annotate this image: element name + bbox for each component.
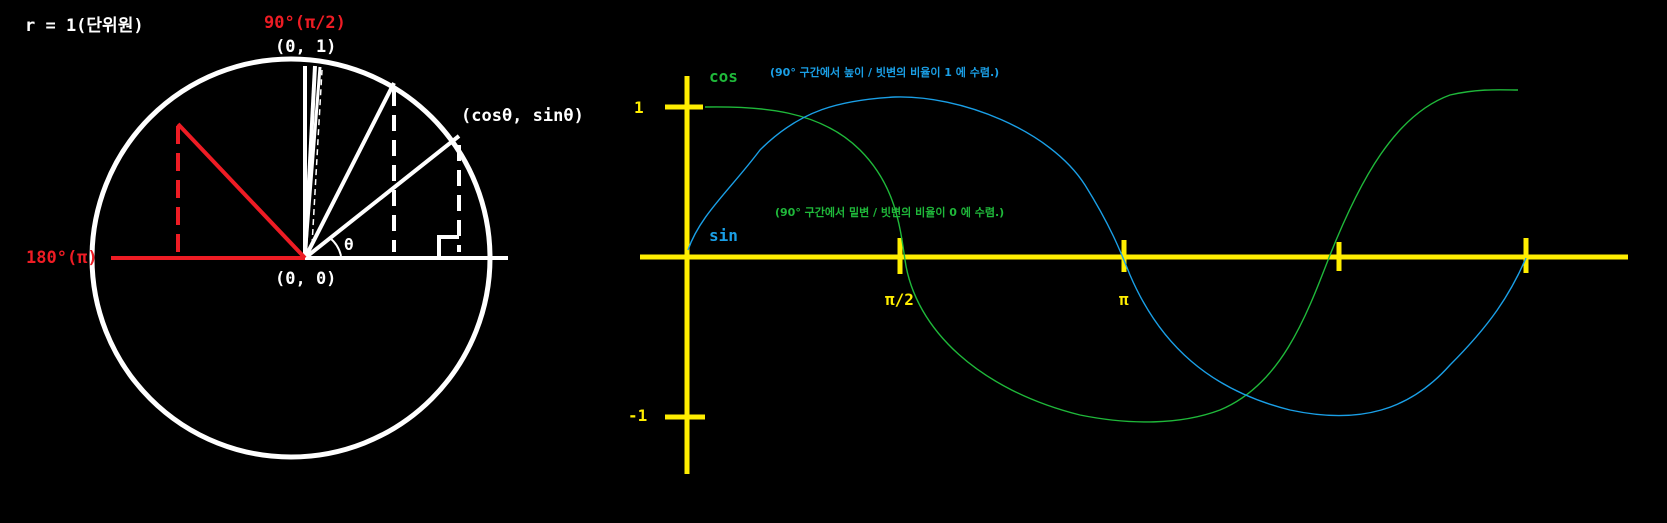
x-label-half-pi: π/2 xyxy=(885,290,914,309)
cos-label: cos xyxy=(709,67,738,86)
y-bottom-label: -1 xyxy=(628,406,647,425)
origin-label: (0, 0) xyxy=(275,269,336,289)
sin-label: sin xyxy=(709,226,738,245)
theta-label: θ xyxy=(344,235,354,254)
right-angle-marker xyxy=(437,235,459,256)
sine-cosine-graph: cos sin (90° 구간에서 높이 / 빗변의 비율이 1 에 수렴.) … xyxy=(628,65,1628,474)
point-label: (cosθ, sinθ) xyxy=(461,106,584,126)
radius-90-c xyxy=(303,66,322,259)
radius-label: r = 1(단위원) xyxy=(25,16,144,36)
radius-theta xyxy=(303,134,461,260)
theta-arc xyxy=(329,237,342,257)
angle-180-label: 180°(π) xyxy=(26,248,98,268)
radius-60 xyxy=(303,82,396,259)
unit-circle-figure: r = 1(단위원) 90°(π/2) (0, 1) (0, 0) (cosθ,… xyxy=(25,13,584,460)
top-point-label: (0, 1) xyxy=(275,37,336,57)
blue-note: (90° 구간에서 높이 / 빗변의 비율이 1 에 수렴.) xyxy=(770,65,999,79)
radius-red xyxy=(176,122,307,260)
x-label-pi: π xyxy=(1119,290,1129,309)
cos-curve xyxy=(704,89,1519,423)
y-top-label: 1 xyxy=(634,98,644,117)
green-note: (90° 구간에서 밑변 / 빗변의 비율이 0 에 수렴.) xyxy=(775,205,1004,219)
sin-curve xyxy=(687,96,1527,417)
angle-90-label: 90°(π/2) xyxy=(264,13,346,33)
